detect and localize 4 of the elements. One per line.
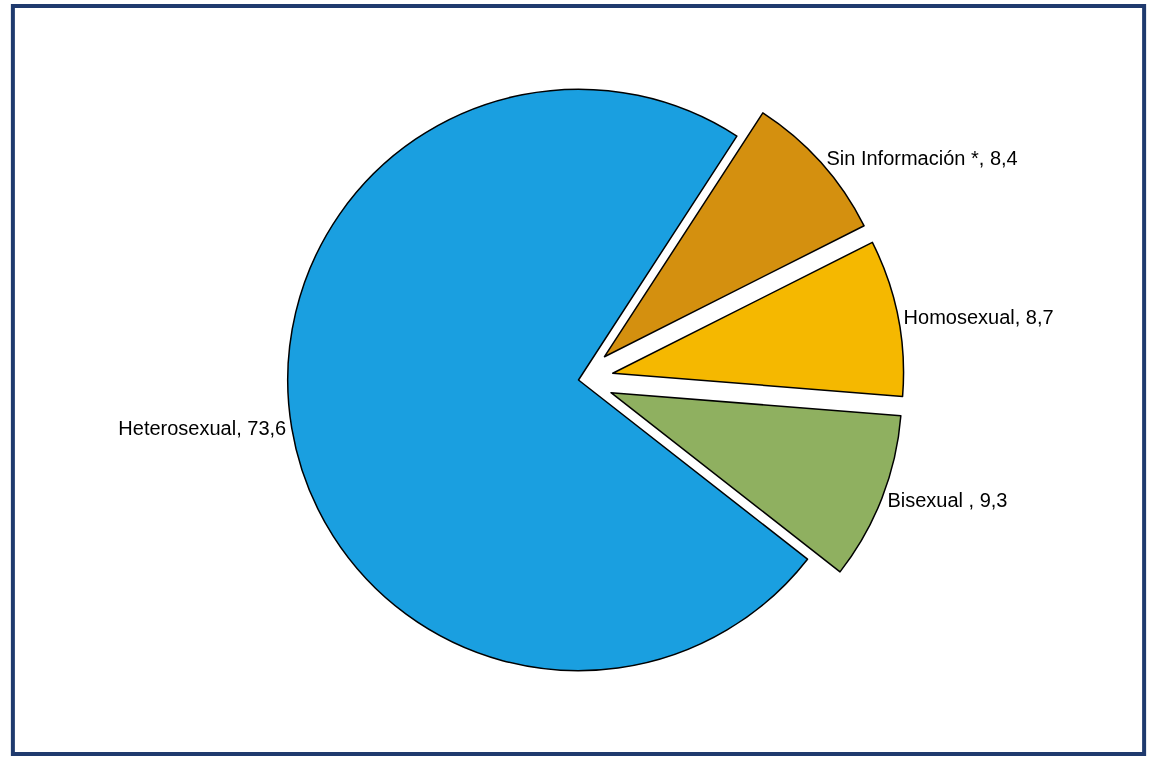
slice-label: Sin Información *, 8,4 <box>826 146 1018 169</box>
slice-label: Bisexual , 9,3 <box>887 488 1008 511</box>
slice-label: Heterosexual, 73,6 <box>118 417 287 440</box>
slice-label: Homosexual, 8,7 <box>903 305 1054 328</box>
